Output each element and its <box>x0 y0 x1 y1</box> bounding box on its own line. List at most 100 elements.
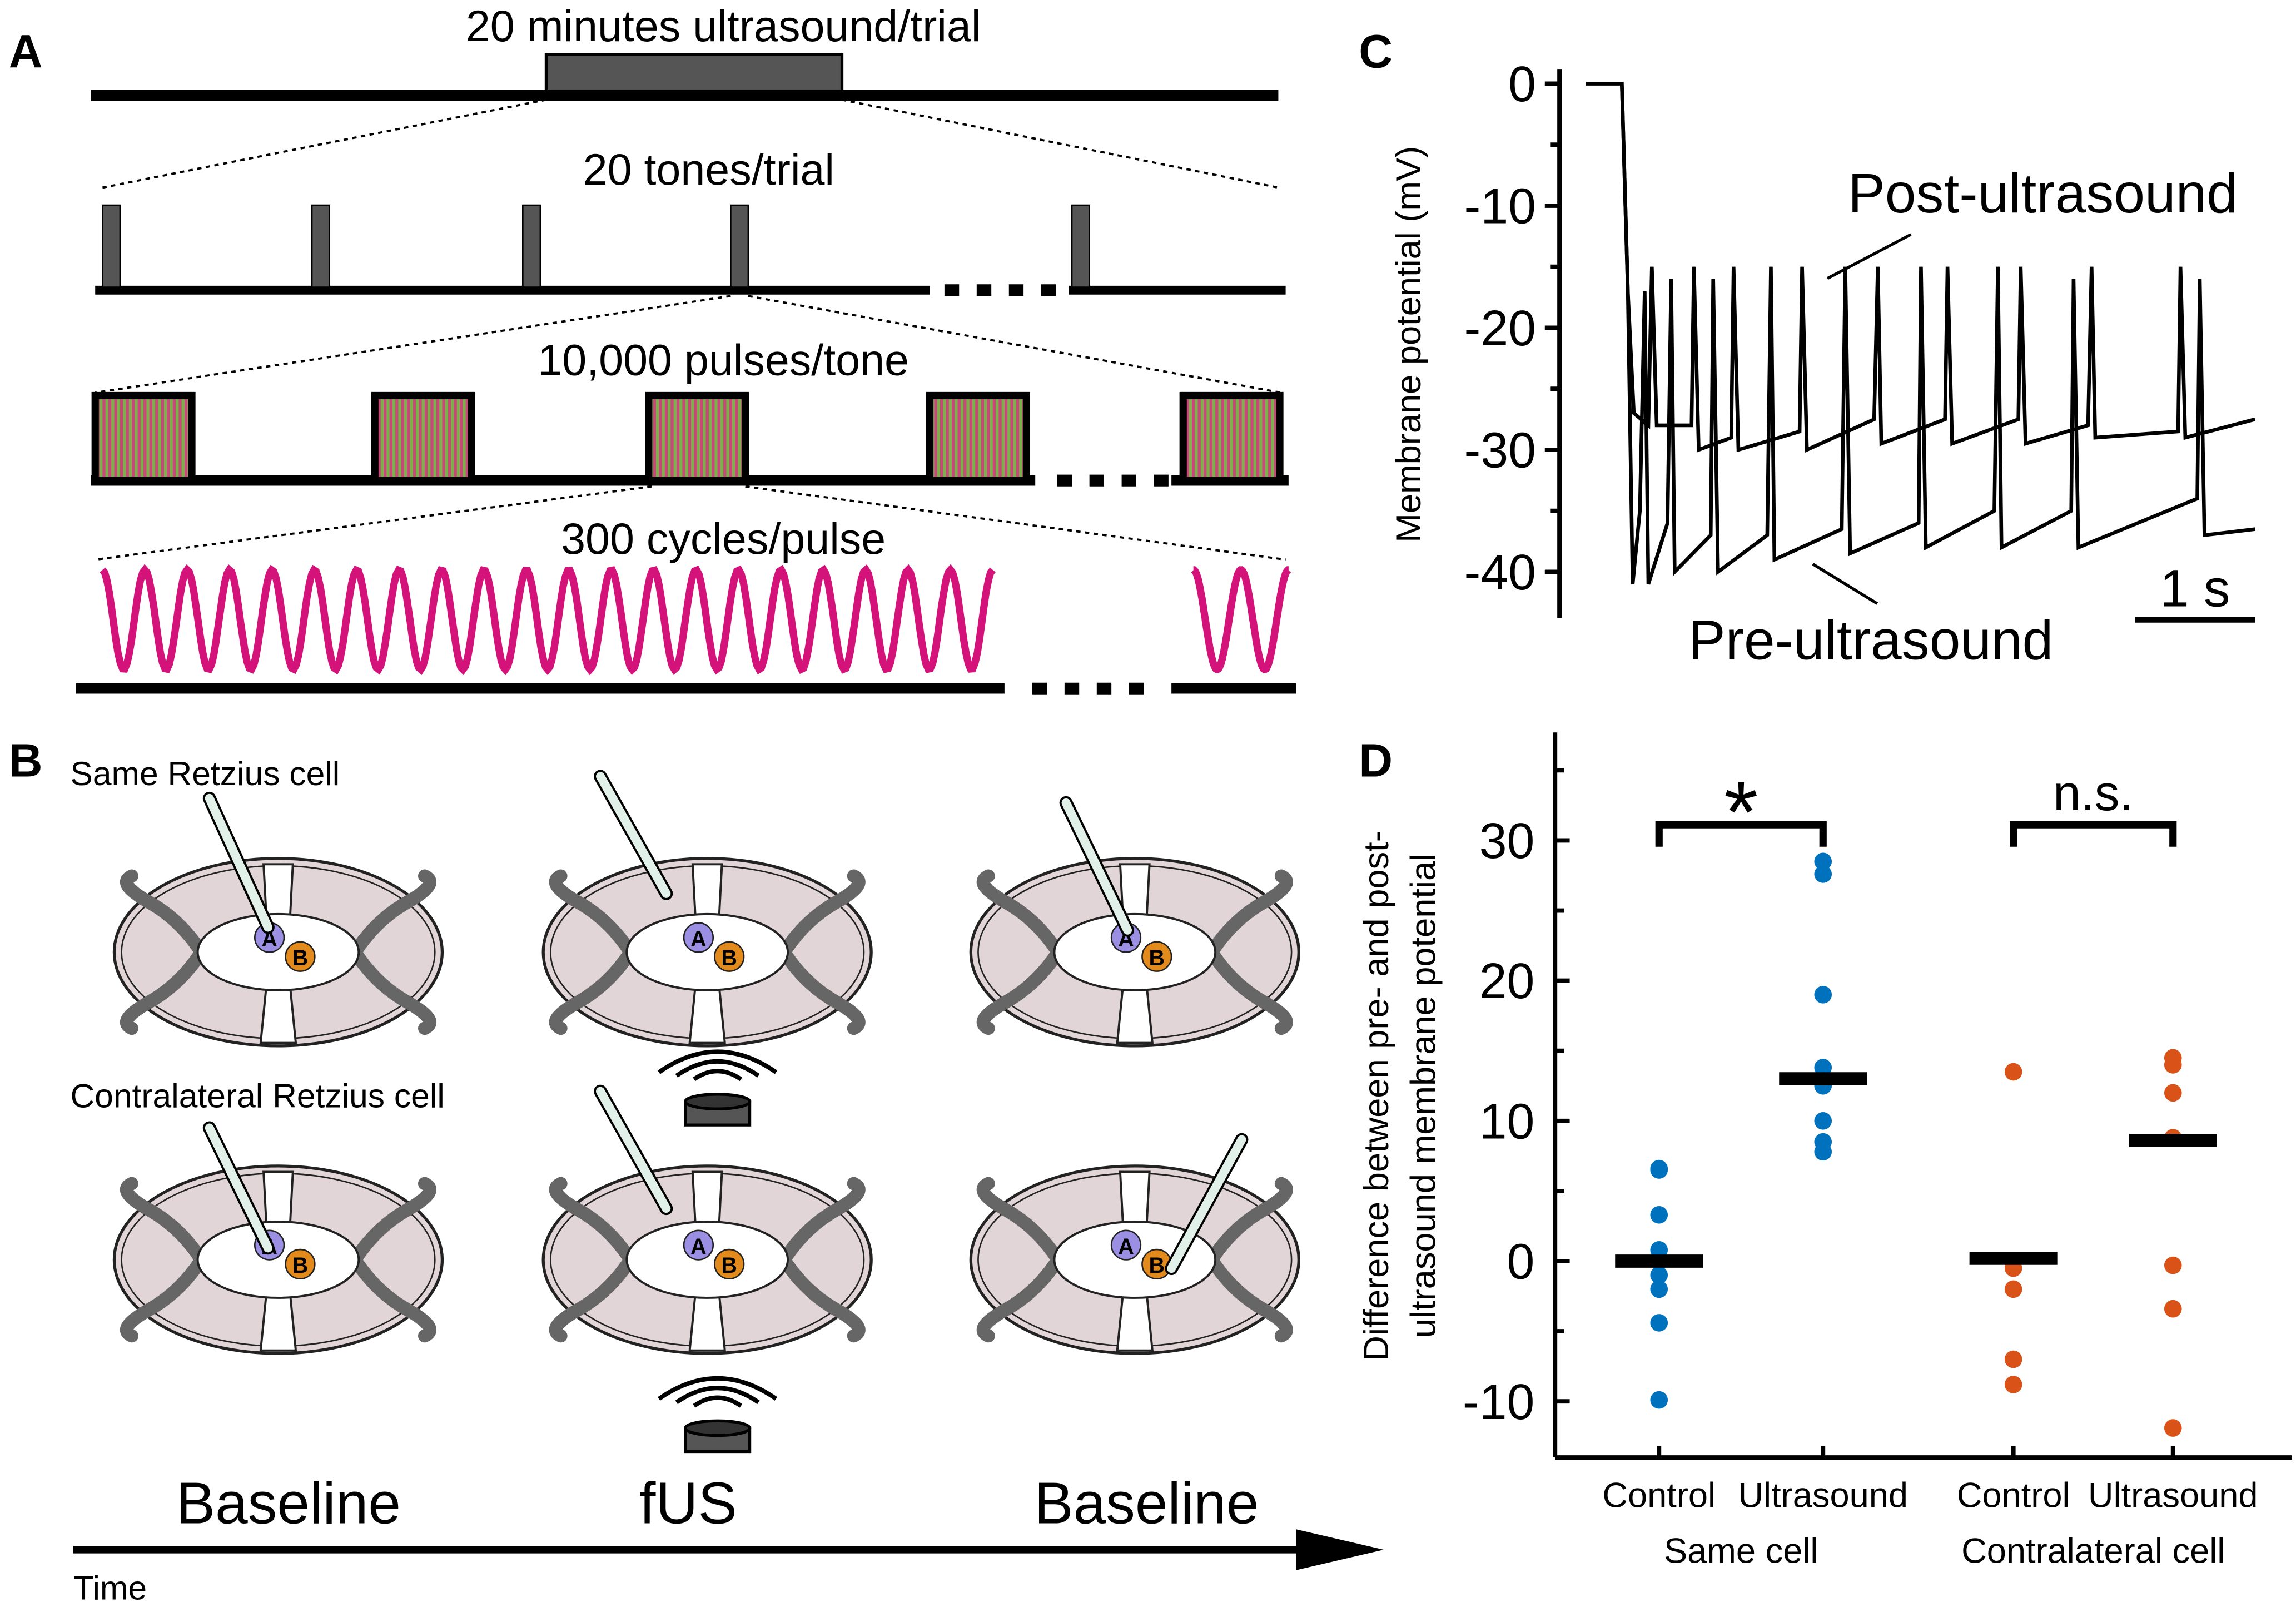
point <box>2004 1280 2022 1298</box>
pointer <box>1826 233 1912 280</box>
cell-label: B <box>721 946 737 970</box>
panel-label: C <box>1359 25 1393 77</box>
ganglion <box>625 912 789 991</box>
nerve <box>976 939 1069 1035</box>
cell <box>714 1248 745 1280</box>
x-tick-label: Ultrasound <box>2088 1476 2258 1515</box>
trace-label: Pre-ultrasound <box>1688 609 2053 672</box>
y-axis-label: ultrasound membrane potential <box>1404 854 1443 1338</box>
cell-label: A <box>1118 1234 1134 1259</box>
transducer-top <box>684 1093 752 1110</box>
pulse <box>645 391 749 484</box>
wave <box>693 1395 743 1408</box>
cell <box>285 1248 316 1280</box>
point <box>1650 1280 1668 1298</box>
y-tick-label: -20 <box>1464 300 1536 356</box>
nerve <box>549 1177 641 1272</box>
carrier-wave <box>100 564 996 676</box>
panel-label: B <box>9 734 43 786</box>
tone <box>730 204 749 288</box>
pipette <box>205 793 272 932</box>
zoom-line <box>102 98 546 189</box>
cell <box>285 941 316 972</box>
pipette <box>1061 798 1132 935</box>
transducer-top <box>684 1419 752 1437</box>
zoom-line <box>95 295 731 394</box>
point <box>1650 1206 1668 1224</box>
pipette <box>596 772 671 898</box>
cell-label: A <box>690 927 707 951</box>
panel-label: A <box>9 25 43 77</box>
trace <box>1586 82 2256 453</box>
wave <box>693 1069 743 1082</box>
pointer <box>1812 563 1878 605</box>
significance-label: n.s. <box>2053 765 2133 821</box>
pulse <box>91 391 196 484</box>
ultrasound-block <box>544 53 844 93</box>
x-tick-label: Control <box>1602 1476 1716 1515</box>
nerve <box>345 869 436 965</box>
point <box>2164 1256 2182 1274</box>
nerve <box>345 1247 436 1343</box>
point <box>1650 1314 1668 1332</box>
row-label: Contralateral Retzius cell <box>70 1077 444 1115</box>
axis-label: Time <box>73 1569 147 1607</box>
group-label: Same cell <box>1664 1532 1818 1571</box>
nerve <box>976 1177 1069 1272</box>
cell <box>1141 941 1172 972</box>
point <box>2164 1056 2182 1074</box>
tone <box>1071 204 1090 288</box>
point <box>1814 865 1832 883</box>
nerve <box>774 1177 866 1272</box>
zoom-line <box>842 98 1279 189</box>
carrier-wave <box>1191 566 1291 673</box>
ganglion <box>196 1221 360 1299</box>
row-label: Same Retzius cell <box>70 755 340 792</box>
point <box>1814 852 1832 871</box>
nerve <box>120 939 212 1035</box>
nerve <box>976 869 1069 965</box>
pulse <box>371 391 475 484</box>
pipette <box>596 1087 671 1213</box>
ganglion <box>1053 912 1217 991</box>
zoom-line <box>748 295 1282 394</box>
trace-label: Post-ultrasound <box>1848 162 2238 225</box>
significance-bracket <box>1655 821 1827 847</box>
y-tick-label: -10 <box>1463 1374 1534 1430</box>
significance-label: * <box>1724 763 1758 861</box>
zoom-line <box>745 485 1286 561</box>
point <box>1814 1143 1832 1161</box>
nerve <box>774 939 866 1035</box>
nerve <box>1201 1177 1293 1272</box>
nerve <box>120 1177 212 1272</box>
point <box>2004 1350 2022 1368</box>
y-axis-label: Membrane potential (mV) <box>1389 146 1428 543</box>
point <box>2164 1300 2182 1318</box>
nerve <box>1201 939 1293 1035</box>
level-title: 20 minutes ultrasound/trial <box>466 1 981 51</box>
y-tick-label: -30 <box>1464 423 1536 478</box>
nerve <box>120 1247 212 1343</box>
point <box>2164 1084 2182 1102</box>
y-tick-label: -10 <box>1464 178 1536 234</box>
level-title: 20 tones/trial <box>583 145 834 194</box>
cell-label: B <box>292 1253 309 1278</box>
cell-label: B <box>1149 946 1165 970</box>
phase-label: Baseline <box>176 1471 401 1536</box>
wave <box>658 1376 778 1401</box>
nerve <box>345 1177 436 1272</box>
y-axis-label: Difference between pre- and post- <box>1357 830 1396 1361</box>
nerve <box>976 1247 1069 1343</box>
cell <box>683 1229 714 1261</box>
nerve <box>549 1247 641 1343</box>
arrow-head <box>1296 1529 1384 1570</box>
nerve <box>120 869 212 965</box>
wave <box>658 1049 778 1074</box>
ganglion <box>1053 1221 1217 1299</box>
y-tick-label: 0 <box>1507 1234 1535 1289</box>
cell-label: B <box>292 946 309 970</box>
phase-label: fUS <box>639 1471 737 1536</box>
zoom-line <box>95 485 652 561</box>
scale-bar-label: 1 s <box>2160 559 2230 618</box>
point <box>1650 1391 1668 1409</box>
